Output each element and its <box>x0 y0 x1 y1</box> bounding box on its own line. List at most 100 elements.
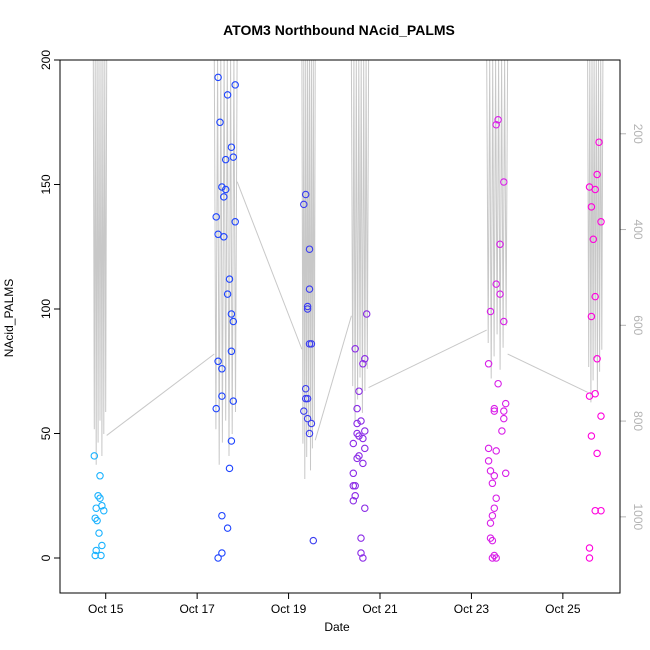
data-point <box>218 549 226 557</box>
altitude-ferry-line <box>314 315 352 441</box>
data-point <box>349 439 358 448</box>
x-axis-tick-label: Oct 15 <box>88 602 124 616</box>
data-point <box>98 501 106 510</box>
data-point <box>591 185 599 194</box>
x-axis-tick-label: Oct 23 <box>454 602 490 616</box>
data-point <box>498 427 506 435</box>
data-point <box>303 305 312 313</box>
altitude-trace-segment <box>92 59 108 465</box>
altitude-trace-layer <box>92 59 604 480</box>
data-point <box>593 170 601 179</box>
altitude-trace-segment <box>587 59 604 403</box>
data-point <box>300 200 308 209</box>
data-point <box>100 506 108 515</box>
x-axis-tick-label: Oct 17 <box>179 602 215 616</box>
data-point <box>486 307 495 316</box>
data-point <box>218 365 226 373</box>
data-point <box>221 155 230 164</box>
data-point <box>307 419 316 428</box>
data-point <box>488 536 497 545</box>
data-point <box>353 454 361 463</box>
data-point <box>96 472 104 480</box>
data-point <box>307 340 316 348</box>
data-point <box>500 178 508 186</box>
altitude-trace-segment <box>301 59 316 480</box>
x-axis-tick-label: Oct 21 <box>362 602 398 616</box>
data-point <box>359 434 367 443</box>
data-point <box>91 551 99 560</box>
data-point <box>501 399 510 408</box>
data-point <box>92 546 100 555</box>
data-point <box>225 464 234 473</box>
data-point <box>585 554 594 562</box>
data-points-layer <box>90 73 605 562</box>
data-point <box>361 355 369 363</box>
data-point <box>492 494 500 502</box>
data-point <box>303 302 312 311</box>
data-point <box>361 504 369 512</box>
data-point <box>349 496 358 505</box>
data-point <box>94 492 102 500</box>
data-point <box>229 317 238 326</box>
data-point <box>305 429 314 438</box>
data-point <box>587 203 596 211</box>
data-point <box>97 551 105 560</box>
data-point <box>357 417 365 425</box>
x-axis-tick-label: Oct 25 <box>545 602 581 616</box>
data-point <box>587 432 596 440</box>
data-point <box>484 444 493 453</box>
data-point <box>355 432 363 440</box>
x-axis-title: Date <box>324 620 350 634</box>
data-point <box>351 345 359 353</box>
data-point <box>501 469 510 478</box>
y-axis-title: NAcid_PALMS <box>2 279 16 357</box>
data-point <box>301 384 310 393</box>
data-point <box>500 407 508 415</box>
data-point <box>231 81 239 89</box>
data-point <box>494 379 502 388</box>
data-point <box>597 218 605 226</box>
data-point <box>486 519 495 527</box>
data-point <box>227 437 236 445</box>
data-point <box>486 467 495 475</box>
data-point <box>351 492 359 500</box>
altitude-ferry-line <box>507 353 588 393</box>
altitude-ferry-line <box>368 329 487 389</box>
data-point <box>484 360 493 368</box>
data-point <box>227 143 236 151</box>
axes-layer: 0 50 100 150 200 200 400 600 800 1000 Oct 15 Oct 17… <box>39 50 645 616</box>
data-point <box>214 73 222 82</box>
data-point <box>303 414 312 423</box>
data-point <box>593 449 601 458</box>
data-point <box>305 285 314 293</box>
x-axis-tick-label: Oct 19 <box>271 602 307 616</box>
data-point <box>223 290 232 298</box>
data-point <box>218 183 226 191</box>
data-point <box>301 190 310 199</box>
data-point <box>223 524 232 532</box>
data-point <box>490 504 499 512</box>
y-axis-tick-label: 50 <box>39 427 53 441</box>
data-point <box>589 235 598 244</box>
data-point <box>212 404 220 413</box>
data-point <box>349 469 358 478</box>
y2-axis-tick-label: 400 <box>631 220 645 240</box>
data-point <box>587 312 596 321</box>
y2-axis-tick-label: 800 <box>631 411 645 431</box>
y2-axis-tick-label: 600 <box>631 315 645 335</box>
data-point <box>214 357 222 366</box>
data-point <box>597 412 605 420</box>
data-point <box>359 459 367 468</box>
data-point <box>484 457 493 465</box>
chart-title: ATOM3 Northbound NAcid_PALMS <box>223 22 455 38</box>
data-point <box>492 280 500 288</box>
data-point <box>221 185 230 194</box>
data-point <box>303 394 312 403</box>
data-point <box>361 444 369 453</box>
data-point <box>492 554 500 562</box>
data-point <box>225 275 234 283</box>
data-point <box>353 404 361 413</box>
data-point <box>591 292 599 301</box>
data-point <box>362 310 371 318</box>
